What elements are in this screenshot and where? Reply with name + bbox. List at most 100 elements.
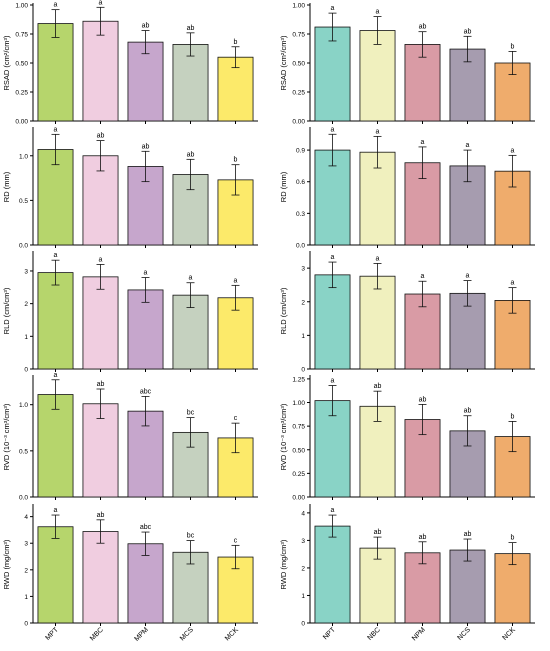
significance-letter: a xyxy=(511,147,515,154)
x-tick-label: MPM xyxy=(133,626,150,643)
significance-letter: a xyxy=(376,255,380,262)
bar xyxy=(82,403,119,498)
significance-letter: c xyxy=(234,415,238,422)
significance-letter: ab xyxy=(187,25,195,32)
y-axis-label: RLD (cm/cm³) xyxy=(2,287,11,334)
y-tick-label: 1.00 xyxy=(15,3,28,10)
bar xyxy=(37,149,74,246)
y-tick-label: 1 xyxy=(24,594,28,601)
significance-letter: ab xyxy=(374,529,382,536)
y-tick-label: 0.00 xyxy=(292,119,305,126)
significance-letter: a xyxy=(331,507,335,514)
y-axis-label: RLD (cm/cm³) xyxy=(279,287,288,334)
chart-panel: 0 1 2 3 4 RWD (mg/cm³) a MPT ab MBC abc MPM bc MCS c MC… xyxy=(2,504,258,643)
y-tick-label: 1.00 xyxy=(292,3,305,10)
significance-letter: b xyxy=(511,535,515,542)
y-tick-label: 0.75 xyxy=(15,32,28,39)
significance-letter: bc xyxy=(187,533,195,540)
x-tick-label: MPT xyxy=(45,626,61,642)
y-tick-label: 0.0 xyxy=(296,243,305,250)
significance-letter: a xyxy=(54,2,58,9)
y-tick-label: 0 xyxy=(24,367,28,374)
significance-letter: ab xyxy=(374,383,382,390)
y-tick-label: 4 xyxy=(24,514,28,521)
bar xyxy=(314,274,351,370)
x-tick-label: MCS xyxy=(179,626,195,642)
bar xyxy=(359,30,396,122)
y-tick-label: 0 xyxy=(301,621,305,628)
significance-letter: ab xyxy=(419,396,427,403)
significance-letter: abc xyxy=(140,388,152,395)
significance-letter: ab xyxy=(419,24,427,31)
significance-letter: ab xyxy=(187,151,195,158)
y-tick-label: 0.3 xyxy=(296,211,305,218)
significance-letter: a xyxy=(331,254,335,261)
bar xyxy=(172,44,209,122)
bar xyxy=(404,162,441,246)
significance-letter: a xyxy=(189,275,193,282)
y-tick-label: 0.50 xyxy=(292,61,305,68)
y-axis-label: RSAD (cm²/cm³) xyxy=(2,35,11,90)
y-axis-label: RWD (mg/cm³) xyxy=(2,539,11,589)
bar xyxy=(359,275,396,370)
y-tick-label: 0.25 xyxy=(292,90,305,97)
significance-letter: a xyxy=(466,142,470,149)
significance-letter: a xyxy=(54,507,58,514)
significance-letter: b xyxy=(511,413,515,420)
significance-letter: ab xyxy=(142,143,150,150)
significance-letter: a xyxy=(99,256,103,263)
chart-panel: 0.0 0.5 1.0 RD (mm) a ab ab ab b xyxy=(2,126,258,250)
significance-letter: a xyxy=(421,139,425,146)
x-tick-label: NCS xyxy=(457,626,473,642)
chart-panel: 0 1 2 3 RLD (cm/cm³) a a a a a xyxy=(279,251,535,374)
bar xyxy=(37,272,74,370)
y-tick-label: 0.5 xyxy=(19,198,28,205)
significance-letter: ab xyxy=(419,534,427,541)
significance-letter: ab xyxy=(97,381,105,388)
y-tick-label: 0.6 xyxy=(296,179,305,186)
x-tick-label: NPM xyxy=(411,626,427,642)
bar xyxy=(82,276,119,370)
y-tick-label: 0.50 xyxy=(15,61,28,68)
y-tick-label: 3 xyxy=(301,266,305,273)
y-axis-label: RD (mm) xyxy=(2,171,11,202)
chart-panel: 0.00 0.25 0.50 0.75 1.00 1.25 RVD (10⁻³ cm³/cm… xyxy=(279,375,535,502)
bar xyxy=(314,525,351,624)
y-tick-label: 1.25 xyxy=(292,376,305,383)
y-tick-label: 0.9 xyxy=(296,148,305,155)
significance-letter: abc xyxy=(140,524,152,531)
y-tick-label: 2 xyxy=(24,301,28,308)
y-tick-label: 1 xyxy=(301,593,305,600)
significance-letter: a xyxy=(421,273,425,280)
x-tick-label: NBC xyxy=(367,626,382,641)
y-tick-label: 0.00 xyxy=(292,495,305,502)
bar xyxy=(494,553,531,624)
y-tick-label: 4 xyxy=(301,510,305,517)
y-tick-label: 0 xyxy=(301,367,305,374)
bar xyxy=(359,547,396,624)
significance-letter: ab xyxy=(464,408,472,415)
significance-letter: ab xyxy=(464,28,472,35)
y-tick-label: 1.0 xyxy=(19,153,28,160)
y-tick-label: 0.0 xyxy=(19,243,28,250)
significance-letter: a xyxy=(511,280,515,287)
y-tick-label: 3 xyxy=(24,268,28,275)
y-tick-label: 2 xyxy=(301,299,305,306)
y-axis-label: RVD (10⁻³ cm³/cm³) xyxy=(2,403,11,470)
y-axis-label: RVD (10⁻³ cm³/cm³) xyxy=(279,403,288,470)
significance-letter: a xyxy=(99,0,103,6)
bar xyxy=(314,400,351,498)
bar xyxy=(37,526,74,624)
y-tick-label: 1.00 xyxy=(292,400,305,407)
significance-letter: a xyxy=(376,128,380,135)
significance-letter: a xyxy=(144,270,148,277)
y-axis-label: RD (mm) xyxy=(279,171,288,202)
y-tick-label: 1 xyxy=(24,334,28,341)
x-tick-label: MBC xyxy=(89,626,105,642)
bar xyxy=(127,289,164,370)
y-tick-label: 1 xyxy=(301,333,305,340)
bar xyxy=(37,394,74,498)
significance-letter: a xyxy=(466,273,470,280)
chart-panel: 0.0 0.5 1.0 RVD (10⁻³ cm³/cm³) a ab abc bc c xyxy=(2,372,258,502)
y-tick-label: 0.25 xyxy=(292,471,305,478)
